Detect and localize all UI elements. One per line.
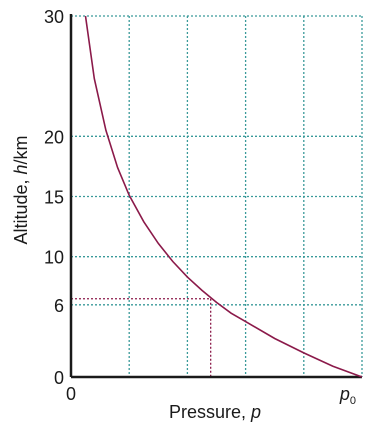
x-tick-label: p0 [339,384,356,407]
x-axis-label-var: p [250,402,261,422]
y-tick-label: 20 [44,127,64,147]
y-tick-label: 0 [54,368,64,388]
series-layer [84,15,363,378]
y-tick-label: 30 [44,7,64,27]
annotation-lines [71,298,212,377]
y-axis-label: Altitude, h/km [11,135,31,244]
grid [71,15,363,377]
y-axis-label-text: Altitude, [11,174,31,244]
x-tick-label: 0 [66,384,76,404]
y-tick-label: 6 [54,296,64,316]
y-tick-labels: 0 6 10 15 20 30 [44,7,64,388]
y-tick-label: 15 [44,188,64,208]
x-axis-label-text: Pressure, [169,402,251,422]
x-axis-label: Pressure, p [169,402,261,422]
x-tick-labels: 0 p0 [66,384,356,407]
axes [69,14,362,379]
series-curve [84,15,363,378]
y-axis-label-unit: /km [11,135,31,164]
y-axis-label-var: h [11,164,31,174]
y-tick-label: 10 [44,248,64,268]
